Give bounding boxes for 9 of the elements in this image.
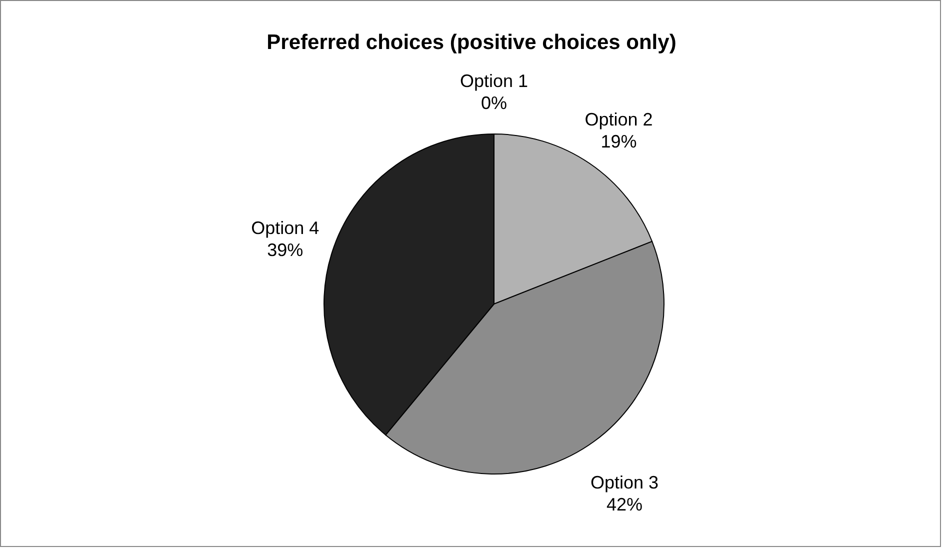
slice-label: Option 4 [251,218,320,238]
slice-label: Option 3 [590,472,659,493]
data-label: 19% [600,131,637,152]
text: 0% [480,93,508,113]
slice-label: Option 2 [584,109,653,130]
category-label: Option 1 [460,71,528,91]
data-label: 39% [267,240,304,260]
data-label: 42% [606,494,643,515]
chart-title: Preferred choices (positive choices only) [266,31,676,54]
